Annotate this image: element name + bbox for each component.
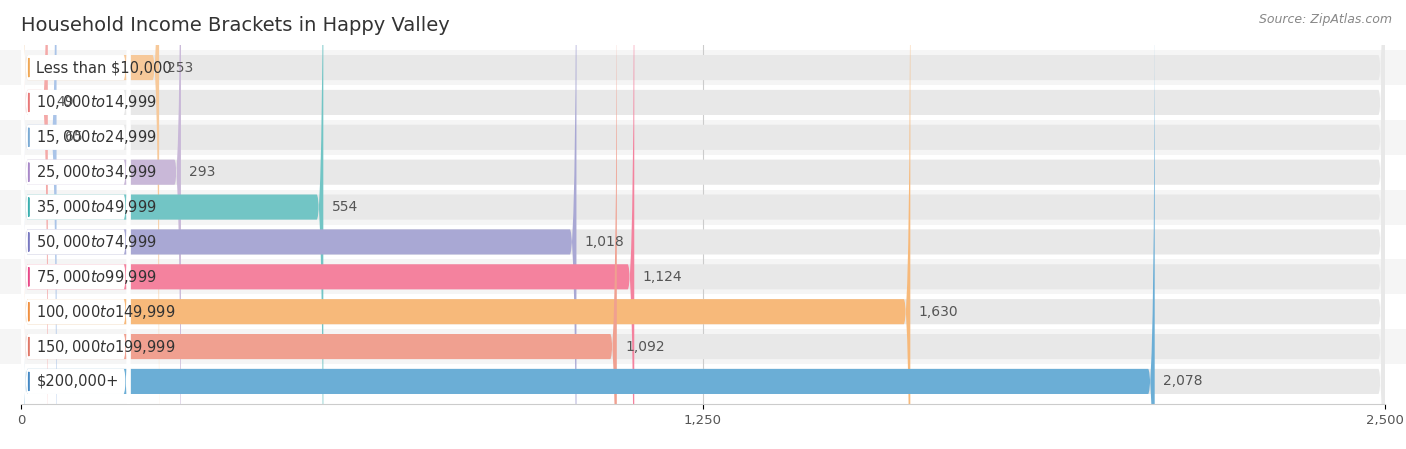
FancyBboxPatch shape bbox=[21, 0, 1385, 449]
FancyBboxPatch shape bbox=[21, 0, 131, 449]
Text: $200,000+: $200,000+ bbox=[37, 374, 118, 389]
Text: 253: 253 bbox=[167, 61, 194, 75]
Text: 49: 49 bbox=[56, 96, 73, 110]
Text: $100,000 to $149,999: $100,000 to $149,999 bbox=[37, 303, 176, 321]
Text: Household Income Brackets in Happy Valley: Household Income Brackets in Happy Valle… bbox=[21, 16, 450, 35]
FancyBboxPatch shape bbox=[21, 0, 131, 449]
FancyBboxPatch shape bbox=[21, 0, 131, 449]
Text: 1,124: 1,124 bbox=[643, 270, 682, 284]
FancyBboxPatch shape bbox=[0, 364, 1406, 399]
Text: $10,000 to $14,999: $10,000 to $14,999 bbox=[37, 93, 157, 111]
FancyBboxPatch shape bbox=[21, 0, 131, 449]
Text: $35,000 to $49,999: $35,000 to $49,999 bbox=[37, 198, 157, 216]
FancyBboxPatch shape bbox=[0, 294, 1406, 329]
FancyBboxPatch shape bbox=[21, 0, 131, 449]
FancyBboxPatch shape bbox=[0, 189, 1406, 224]
Text: 65: 65 bbox=[65, 130, 83, 144]
FancyBboxPatch shape bbox=[21, 0, 1385, 449]
Text: 2,078: 2,078 bbox=[1163, 374, 1202, 388]
FancyBboxPatch shape bbox=[0, 50, 1406, 85]
FancyBboxPatch shape bbox=[0, 224, 1406, 260]
FancyBboxPatch shape bbox=[21, 0, 1385, 449]
Text: $50,000 to $74,999: $50,000 to $74,999 bbox=[37, 233, 157, 251]
Text: $75,000 to $99,999: $75,000 to $99,999 bbox=[37, 268, 157, 286]
FancyBboxPatch shape bbox=[21, 0, 131, 449]
Text: 1,018: 1,018 bbox=[585, 235, 624, 249]
FancyBboxPatch shape bbox=[21, 0, 131, 449]
FancyBboxPatch shape bbox=[21, 0, 1385, 449]
FancyBboxPatch shape bbox=[21, 0, 1385, 449]
FancyBboxPatch shape bbox=[21, 0, 159, 449]
FancyBboxPatch shape bbox=[0, 260, 1406, 294]
Text: Source: ZipAtlas.com: Source: ZipAtlas.com bbox=[1258, 13, 1392, 26]
Text: 1,630: 1,630 bbox=[918, 305, 957, 319]
Text: $25,000 to $34,999: $25,000 to $34,999 bbox=[37, 163, 157, 181]
FancyBboxPatch shape bbox=[21, 0, 181, 449]
FancyBboxPatch shape bbox=[21, 0, 634, 449]
FancyBboxPatch shape bbox=[21, 0, 48, 449]
Text: 293: 293 bbox=[190, 165, 215, 179]
Text: $150,000 to $199,999: $150,000 to $199,999 bbox=[37, 338, 176, 356]
FancyBboxPatch shape bbox=[0, 155, 1406, 189]
Text: $15,000 to $24,999: $15,000 to $24,999 bbox=[37, 128, 157, 146]
FancyBboxPatch shape bbox=[21, 0, 323, 449]
FancyBboxPatch shape bbox=[21, 0, 1385, 449]
FancyBboxPatch shape bbox=[0, 120, 1406, 155]
Text: 554: 554 bbox=[332, 200, 357, 214]
FancyBboxPatch shape bbox=[21, 0, 910, 449]
FancyBboxPatch shape bbox=[21, 0, 131, 449]
FancyBboxPatch shape bbox=[21, 0, 1385, 449]
FancyBboxPatch shape bbox=[21, 0, 576, 449]
FancyBboxPatch shape bbox=[21, 0, 131, 449]
FancyBboxPatch shape bbox=[21, 0, 1385, 449]
FancyBboxPatch shape bbox=[0, 85, 1406, 120]
Text: 1,092: 1,092 bbox=[626, 339, 665, 353]
Text: Less than $10,000: Less than $10,000 bbox=[37, 60, 172, 75]
FancyBboxPatch shape bbox=[21, 0, 1385, 449]
FancyBboxPatch shape bbox=[21, 0, 1385, 449]
FancyBboxPatch shape bbox=[21, 0, 56, 449]
FancyBboxPatch shape bbox=[21, 0, 131, 449]
FancyBboxPatch shape bbox=[21, 0, 1154, 449]
FancyBboxPatch shape bbox=[21, 0, 617, 449]
FancyBboxPatch shape bbox=[0, 329, 1406, 364]
